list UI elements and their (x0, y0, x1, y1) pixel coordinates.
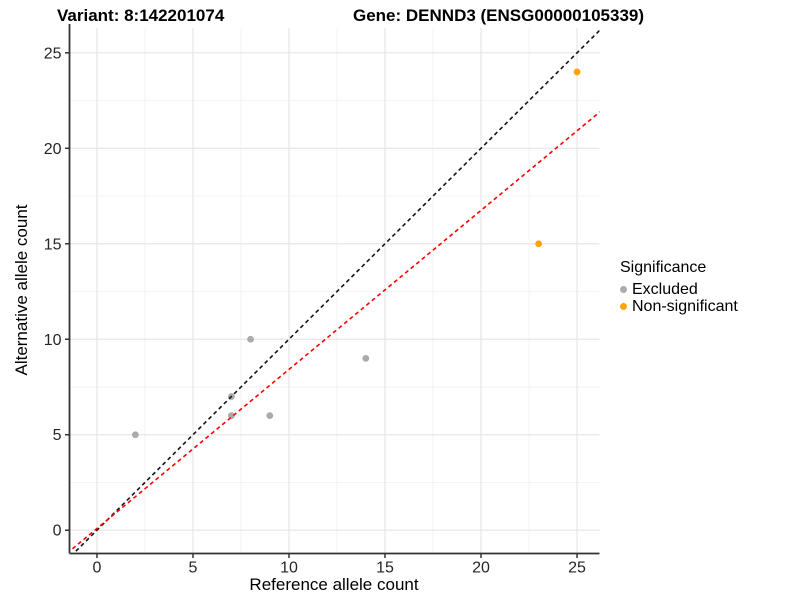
data-point-non-significant (573, 68, 581, 76)
legend-item-excluded: Excluded (618, 281, 738, 298)
data-point-excluded (131, 431, 139, 439)
non-significant-dot-icon (620, 303, 627, 310)
y-tick-label: 15 (44, 236, 62, 253)
x-tick-label: 0 (93, 560, 102, 577)
regression-line (69, 111, 600, 553)
data-point-excluded (247, 335, 254, 343)
excluded-dot-icon (620, 286, 627, 293)
legend-title: Significance (620, 259, 707, 276)
gene-title: Gene: DENND3 (ENSG00000105339) (353, 6, 645, 25)
y-tick-label: 0 (53, 523, 62, 540)
y-tick-label: 10 (44, 332, 62, 349)
y-axis-title: Alternative allele count (12, 204, 31, 376)
data-point-excluded (362, 354, 370, 362)
x-tick-label: 5 (189, 560, 198, 577)
legend-item-label: Excluded (632, 280, 698, 298)
x-tick-label: 20 (472, 560, 490, 577)
data-point-excluded (266, 412, 274, 420)
x-tick-label: 25 (568, 560, 586, 577)
legend-item-non-significant: Non-significant (618, 298, 738, 315)
identity-line (72, 29, 600, 554)
x-tick-label: 10 (280, 560, 298, 577)
y-tick-label: 20 (44, 141, 62, 158)
y-tick-label: 25 (44, 45, 62, 62)
legend: Significance Excluded Non-significant (618, 259, 738, 315)
data-point-non-significant (535, 240, 543, 248)
x-axis-title: Reference allele count (249, 575, 419, 594)
variant-title: Variant: 8:142201074 (57, 6, 225, 25)
y-tick-label: 5 (53, 427, 62, 444)
x-tick-label: 15 (376, 560, 394, 577)
data-point-excluded (227, 412, 235, 420)
legend-item-label: Non-significant (632, 297, 738, 315)
